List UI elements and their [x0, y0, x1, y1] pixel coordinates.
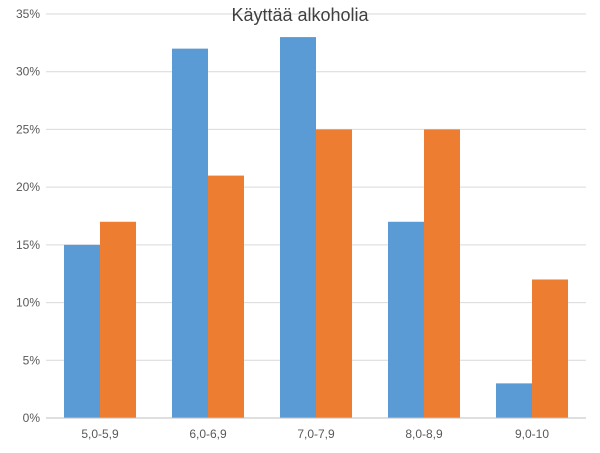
y-tick-label: 25%	[16, 122, 40, 136]
bar-series-2-3	[424, 129, 460, 418]
y-tick-label: 30%	[16, 65, 40, 79]
x-tick-label: 9,0-10	[515, 427, 549, 441]
x-tick-label: 8,0-8,9	[405, 427, 443, 441]
y-tick-label: 0%	[23, 411, 41, 425]
bar-series-2-2	[316, 129, 352, 418]
y-tick-label: 10%	[16, 296, 40, 310]
y-tick-label: 20%	[16, 180, 40, 194]
y-tick-label: 5%	[23, 353, 41, 367]
bar-series-1-3	[388, 221, 424, 418]
y-tick-label: 35%	[16, 7, 40, 21]
x-tick-label: 7,0-7,9	[297, 427, 335, 441]
chart-title: Käyttää alkoholia	[231, 5, 369, 25]
bar-series-2-0	[100, 221, 136, 418]
axes: 0% 5% 10% 15% 20% 25% 30% 35% 5,0-5,9 6,0-6,9 7,0-…	[16, 7, 586, 441]
y-tick-label: 15%	[16, 238, 40, 252]
bar-series-2-1	[208, 175, 244, 418]
bar-series-2-4	[532, 279, 568, 418]
x-tick-label: 5,0-5,9	[81, 427, 119, 441]
x-tick-label: 6,0-6,9	[189, 427, 227, 441]
bars	[64, 37, 568, 418]
bar-series-1-0	[64, 244, 100, 418]
bar-series-1-1	[172, 48, 208, 418]
bar-series-1-4	[496, 383, 532, 418]
bar-series-1-2	[280, 37, 316, 418]
